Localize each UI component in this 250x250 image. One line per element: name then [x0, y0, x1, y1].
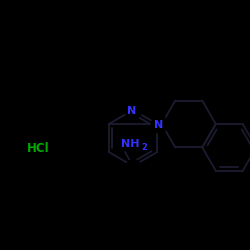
Text: HCl: HCl	[27, 142, 49, 154]
Text: NH: NH	[121, 139, 140, 149]
Text: N: N	[128, 106, 136, 116]
Text: 2: 2	[141, 142, 147, 152]
Text: N: N	[154, 120, 164, 130]
